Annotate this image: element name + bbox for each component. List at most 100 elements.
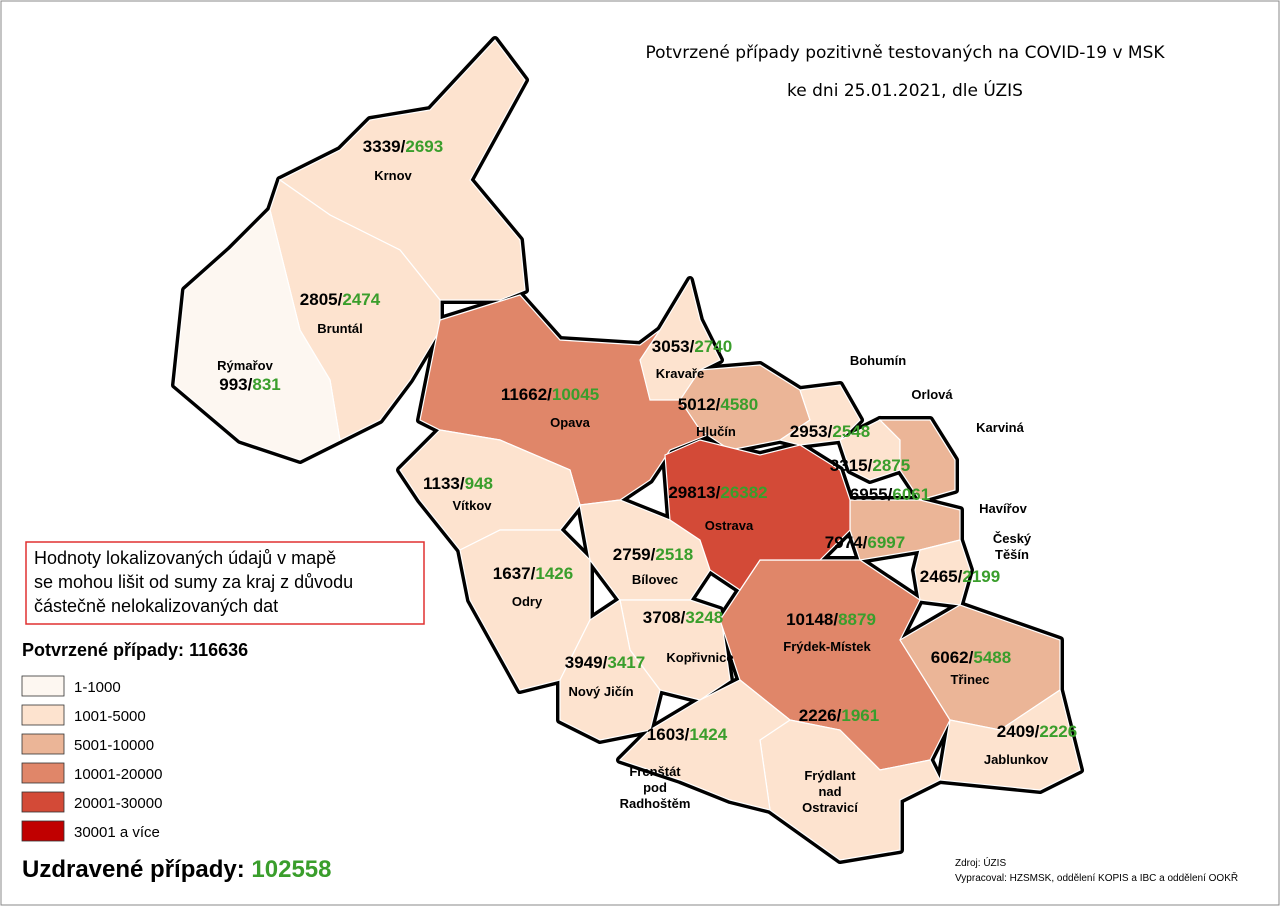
legend-label: 1001-5000 [74,708,146,725]
region-name: Frýdlant nad Ostravicí [802,768,858,815]
region-name-line: Bílovec [632,572,678,587]
region-name-line: Český [993,531,1032,546]
region-values: 6062/5488 [931,648,1011,667]
region [664,439,851,591]
region [878,419,956,501]
region-values: 1637/1426 [493,564,573,583]
region-name: Bruntál [317,321,363,336]
region-values: 993/831 [219,375,280,394]
recovered: 8879 [838,610,876,629]
confirmed: 3339 [363,137,401,156]
separator: / [1035,722,1040,741]
map-title: Potvrzené případy pozitivně testovaných … [645,43,1165,63]
legend-label: 1-1000 [74,679,121,696]
confirmed: 1637 [493,564,531,583]
recovered: 6061 [892,485,930,504]
recovered: 1426 [535,564,573,583]
legend-total: 116636 [189,640,248,660]
confirmed: 5012 [678,395,716,414]
region-name: Ostrava [705,518,754,533]
confirmed: 993 [219,375,247,394]
region-name-line: Rýmařov [217,358,273,373]
region [174,208,341,461]
region-name: Havířov [979,501,1027,516]
legend-swatch [21,791,65,813]
region-name-line: Frýdlant [804,768,856,783]
recovered: 6997 [867,533,905,552]
confirmed: 3315 [830,456,868,475]
separator: / [531,564,536,583]
region-values: 3053/2740 [652,337,732,356]
region-name: Třinec [950,672,989,687]
legend-swatch [21,733,65,755]
separator: / [863,533,868,552]
region-name-line: Jablunkov [984,752,1049,767]
separator: / [868,456,873,475]
separator: / [681,608,686,627]
recovered-label: Uzdravené případy: [22,856,245,883]
region-name-line: Krnov [374,168,412,183]
recovered: 1424 [689,725,727,744]
separator: / [547,385,552,404]
recovered-value: 102558 [251,856,331,883]
region-values: 11662/10045 [501,385,599,404]
confirmed: 11662 [501,385,547,404]
separator: / [690,337,695,356]
region-name-line: Ostravicí [802,800,858,815]
confirmed: 29813 [668,483,715,502]
confirmed: 1603 [647,725,685,744]
legend-title: Potvrzené případy: 116636 [22,640,248,660]
region-name: Kopřivnice [666,650,733,665]
region-name: Kravaře [656,366,704,381]
recovered-total: Uzdravené případy: 102558 [22,856,332,883]
recovered: 26382 [720,483,767,502]
region-name: Odry [512,594,543,609]
region-name-line: Bohumín [850,353,906,368]
region-name-line: Nový Jičín [568,684,633,699]
region-name: Karviná [976,420,1024,435]
confirmed: 6062 [931,648,969,667]
region-values: 29813/26382 [668,483,767,502]
separator: / [685,725,690,744]
recovered: 831 [252,375,280,394]
legend-label: 30001 a více [74,824,160,841]
region-name: Orlová [911,387,953,402]
region-values: 2759/2518 [613,545,693,564]
region-values: 6955/6061 [850,485,930,504]
region-name-line: Frenštát [629,764,681,779]
region-name-line: Těšín [995,547,1029,562]
region-labels: Krnov3339/2693Bruntál2805/2474Rýmařov993… [217,137,1077,815]
region-name-line: Odry [512,594,543,609]
region-values: 7974/6997 [825,533,905,552]
confirmed: 10148 [786,610,833,629]
separator: / [460,474,465,493]
region-name: Bílovec [632,572,678,587]
confirmed: 2409 [997,722,1035,741]
legend: 1-1000 1001-5000 5001-10000 10001-20000 2000… [21,675,162,842]
region-name-line: Opava [550,415,591,430]
region-name: Rýmařov [217,358,273,373]
region-name: Bohumín [850,353,906,368]
region-name-line: Radhoštěm [620,796,691,811]
note-line: částečně nelokalizovaných dat [34,596,278,616]
recovered: 2474 [342,290,380,309]
region-name-line: Frýdek-Místek [783,639,871,654]
legend-title-label: Potvrzené případy: [22,640,184,660]
separator: / [603,653,608,672]
confirmed: 2953 [790,422,828,441]
legend-swatch [21,704,65,726]
region-shapes [171,36,1084,864]
legend-swatch [21,820,65,842]
note-line: se mohou lišit od sumy za kraj z důvodu [34,572,353,592]
separator: / [958,567,963,586]
region-name-line: Kopřivnice [666,650,733,665]
region-name: Český Těšín [993,531,1032,562]
recovered: 1961 [841,706,879,725]
recovered: 2740 [694,337,732,356]
region-name-line: pod [643,780,667,795]
region-values: 2805/2474 [300,290,381,309]
recovered: 10045 [552,385,599,404]
separator: / [401,137,406,156]
region-values: 1603/1424 [647,725,728,744]
